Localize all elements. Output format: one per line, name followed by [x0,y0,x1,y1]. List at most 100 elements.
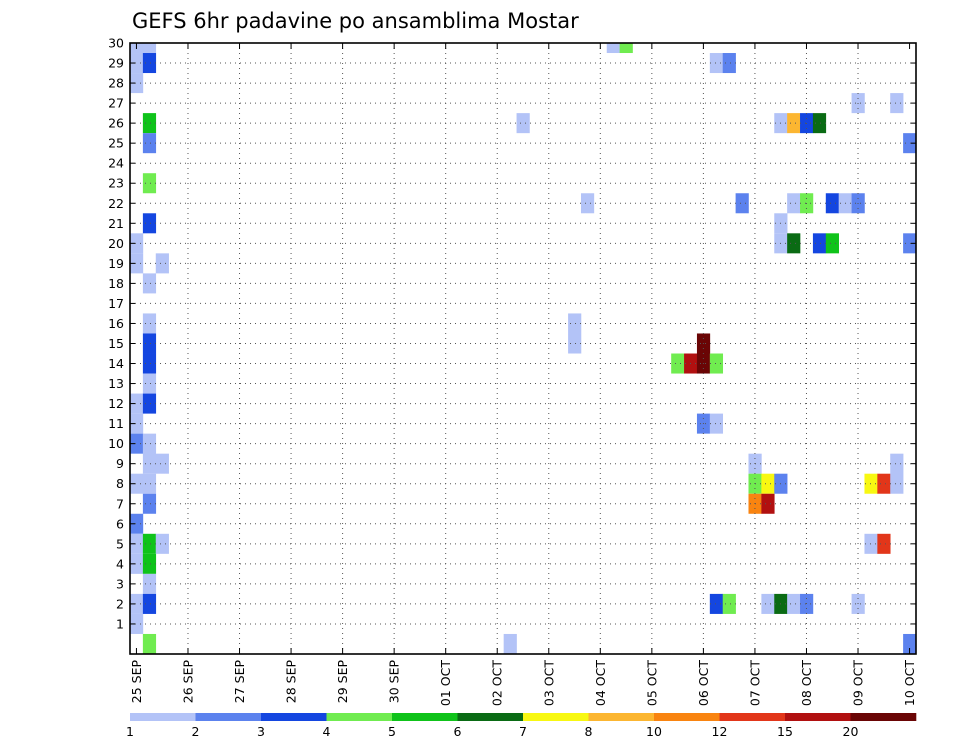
y-tick-label: 20 [108,236,124,251]
heatmap-cell [142,313,157,334]
heatmap-cell [142,393,157,414]
heatmap-cell [709,353,724,374]
heatmap-cell [142,173,157,194]
y-tick-label: 22 [108,196,124,211]
y-tick-label: 3 [116,576,124,591]
heatmap-cell [864,533,878,554]
heatmap-cell [671,353,685,374]
heatmap-cell [787,593,801,614]
heatmap-cell [787,113,801,134]
colorbar-label: 8 [585,724,593,739]
colorbar-swatch [850,713,917,721]
heatmap-cell [155,533,169,554]
colorbar-swatch [457,713,524,721]
colorbar-label: 3 [257,724,265,739]
x-tick-label: 07 OCT [747,660,762,706]
colorbar-swatch [195,713,262,721]
heatmap-cell [735,193,749,214]
colorbar-label: 5 [388,724,396,739]
y-tick-label: 15 [108,336,124,351]
heatmap-cell [130,73,144,94]
x-axis: 25 SEP 26 SEP 27 SEP 28 SEP 29 SEP 30 SEP 01 O… [129,43,917,706]
heatmap-cell [142,373,157,394]
y-tick-label: 16 [108,316,124,331]
colorbar: 1 2 3 4 5 6 7 8 10 12 15 20 [126,713,917,739]
heatmap-cell [877,473,891,494]
heatmap-cell [130,253,144,274]
colorbar-label: 6 [454,724,462,739]
y-tick-label: 7 [116,496,124,511]
heatmap-cell [142,273,157,294]
heatmap-cell [155,253,169,274]
y-tick-label: 18 [108,276,124,291]
heatmap-cell [761,473,775,494]
y-tick-label: 6 [116,516,124,531]
heatmap-cell [142,553,157,574]
heatmap-cells [130,43,917,654]
colorbar-label: 1 [126,724,134,739]
plot-frame [129,42,917,655]
heatmap-cell [709,593,724,614]
colorbar-swatch [326,713,393,721]
y-tick-label: 17 [108,296,124,311]
heatmap-cell [130,413,144,434]
heatmap-cell [130,513,144,534]
y-tick-label: 23 [108,176,124,191]
heatmap-cell [709,53,724,74]
colorbar-swatch [588,713,655,721]
y-axis: 1234567891011121314151617181920212223242… [108,36,916,631]
heatmap-cell [787,233,801,254]
colorbar-swatch [261,713,327,721]
x-tick-label: 05 OCT [644,660,659,706]
y-tick-label: 10 [108,436,124,451]
heatmap-cell [825,193,839,214]
heatmap-cell [890,93,904,114]
heatmap-cell [155,453,169,474]
y-tick-label: 11 [108,416,124,431]
heatmap-cell [864,473,878,494]
heatmap-cell [903,233,917,254]
y-tick-label: 2 [116,596,124,611]
y-tick-label: 26 [108,116,124,131]
colorbar-label: 10 [646,724,662,739]
x-tick-label: 30 SEP [387,660,402,704]
heatmap-cell [130,53,144,74]
x-tick-label: 06 OCT [696,660,711,706]
y-tick-label: 27 [108,96,124,111]
x-tick-label: 03 OCT [541,660,556,706]
heatmap-cell [142,333,157,354]
heatmap-cell [142,433,157,474]
colorbar-label: 7 [519,724,527,739]
heatmap-cell [142,113,157,134]
colorbar-swatch [392,713,458,721]
heatmap-cell [890,453,904,494]
heatmap-cell [619,43,633,54]
heatmap-cell [130,613,144,634]
colorbar-swatch [654,713,720,721]
heatmap-cell [130,393,144,414]
y-tick-label: 8 [116,476,124,491]
colorbar-label: 12 [712,724,728,739]
x-tick-label: 28 SEP [284,660,299,704]
x-tick-label: 25 SEP [129,660,144,704]
heatmap-cell [722,53,736,74]
y-tick-label: 21 [108,216,124,231]
y-tick-label: 5 [116,536,124,551]
y-tick-label: 4 [116,556,124,571]
x-tick-label: 01 OCT [438,660,453,706]
x-tick-label: 26 SEP [180,660,195,704]
heatmap-cell [142,593,157,614]
chart-title: GEFS 6hr padavine po ansamblima Mostar [132,9,579,33]
heatmap-cell [142,213,157,234]
heatmap-cell [812,233,827,254]
y-tick-label: 19 [108,256,124,271]
heatmap-cell [787,193,801,214]
y-tick-label: 25 [108,136,124,151]
heatmap-cell [142,353,157,374]
y-tick-label: 9 [116,456,124,471]
y-tick-label: 13 [108,376,124,391]
x-tick-label: 08 OCT [799,660,814,706]
heatmap-cell [516,113,530,134]
heatmap-cell [142,133,157,154]
